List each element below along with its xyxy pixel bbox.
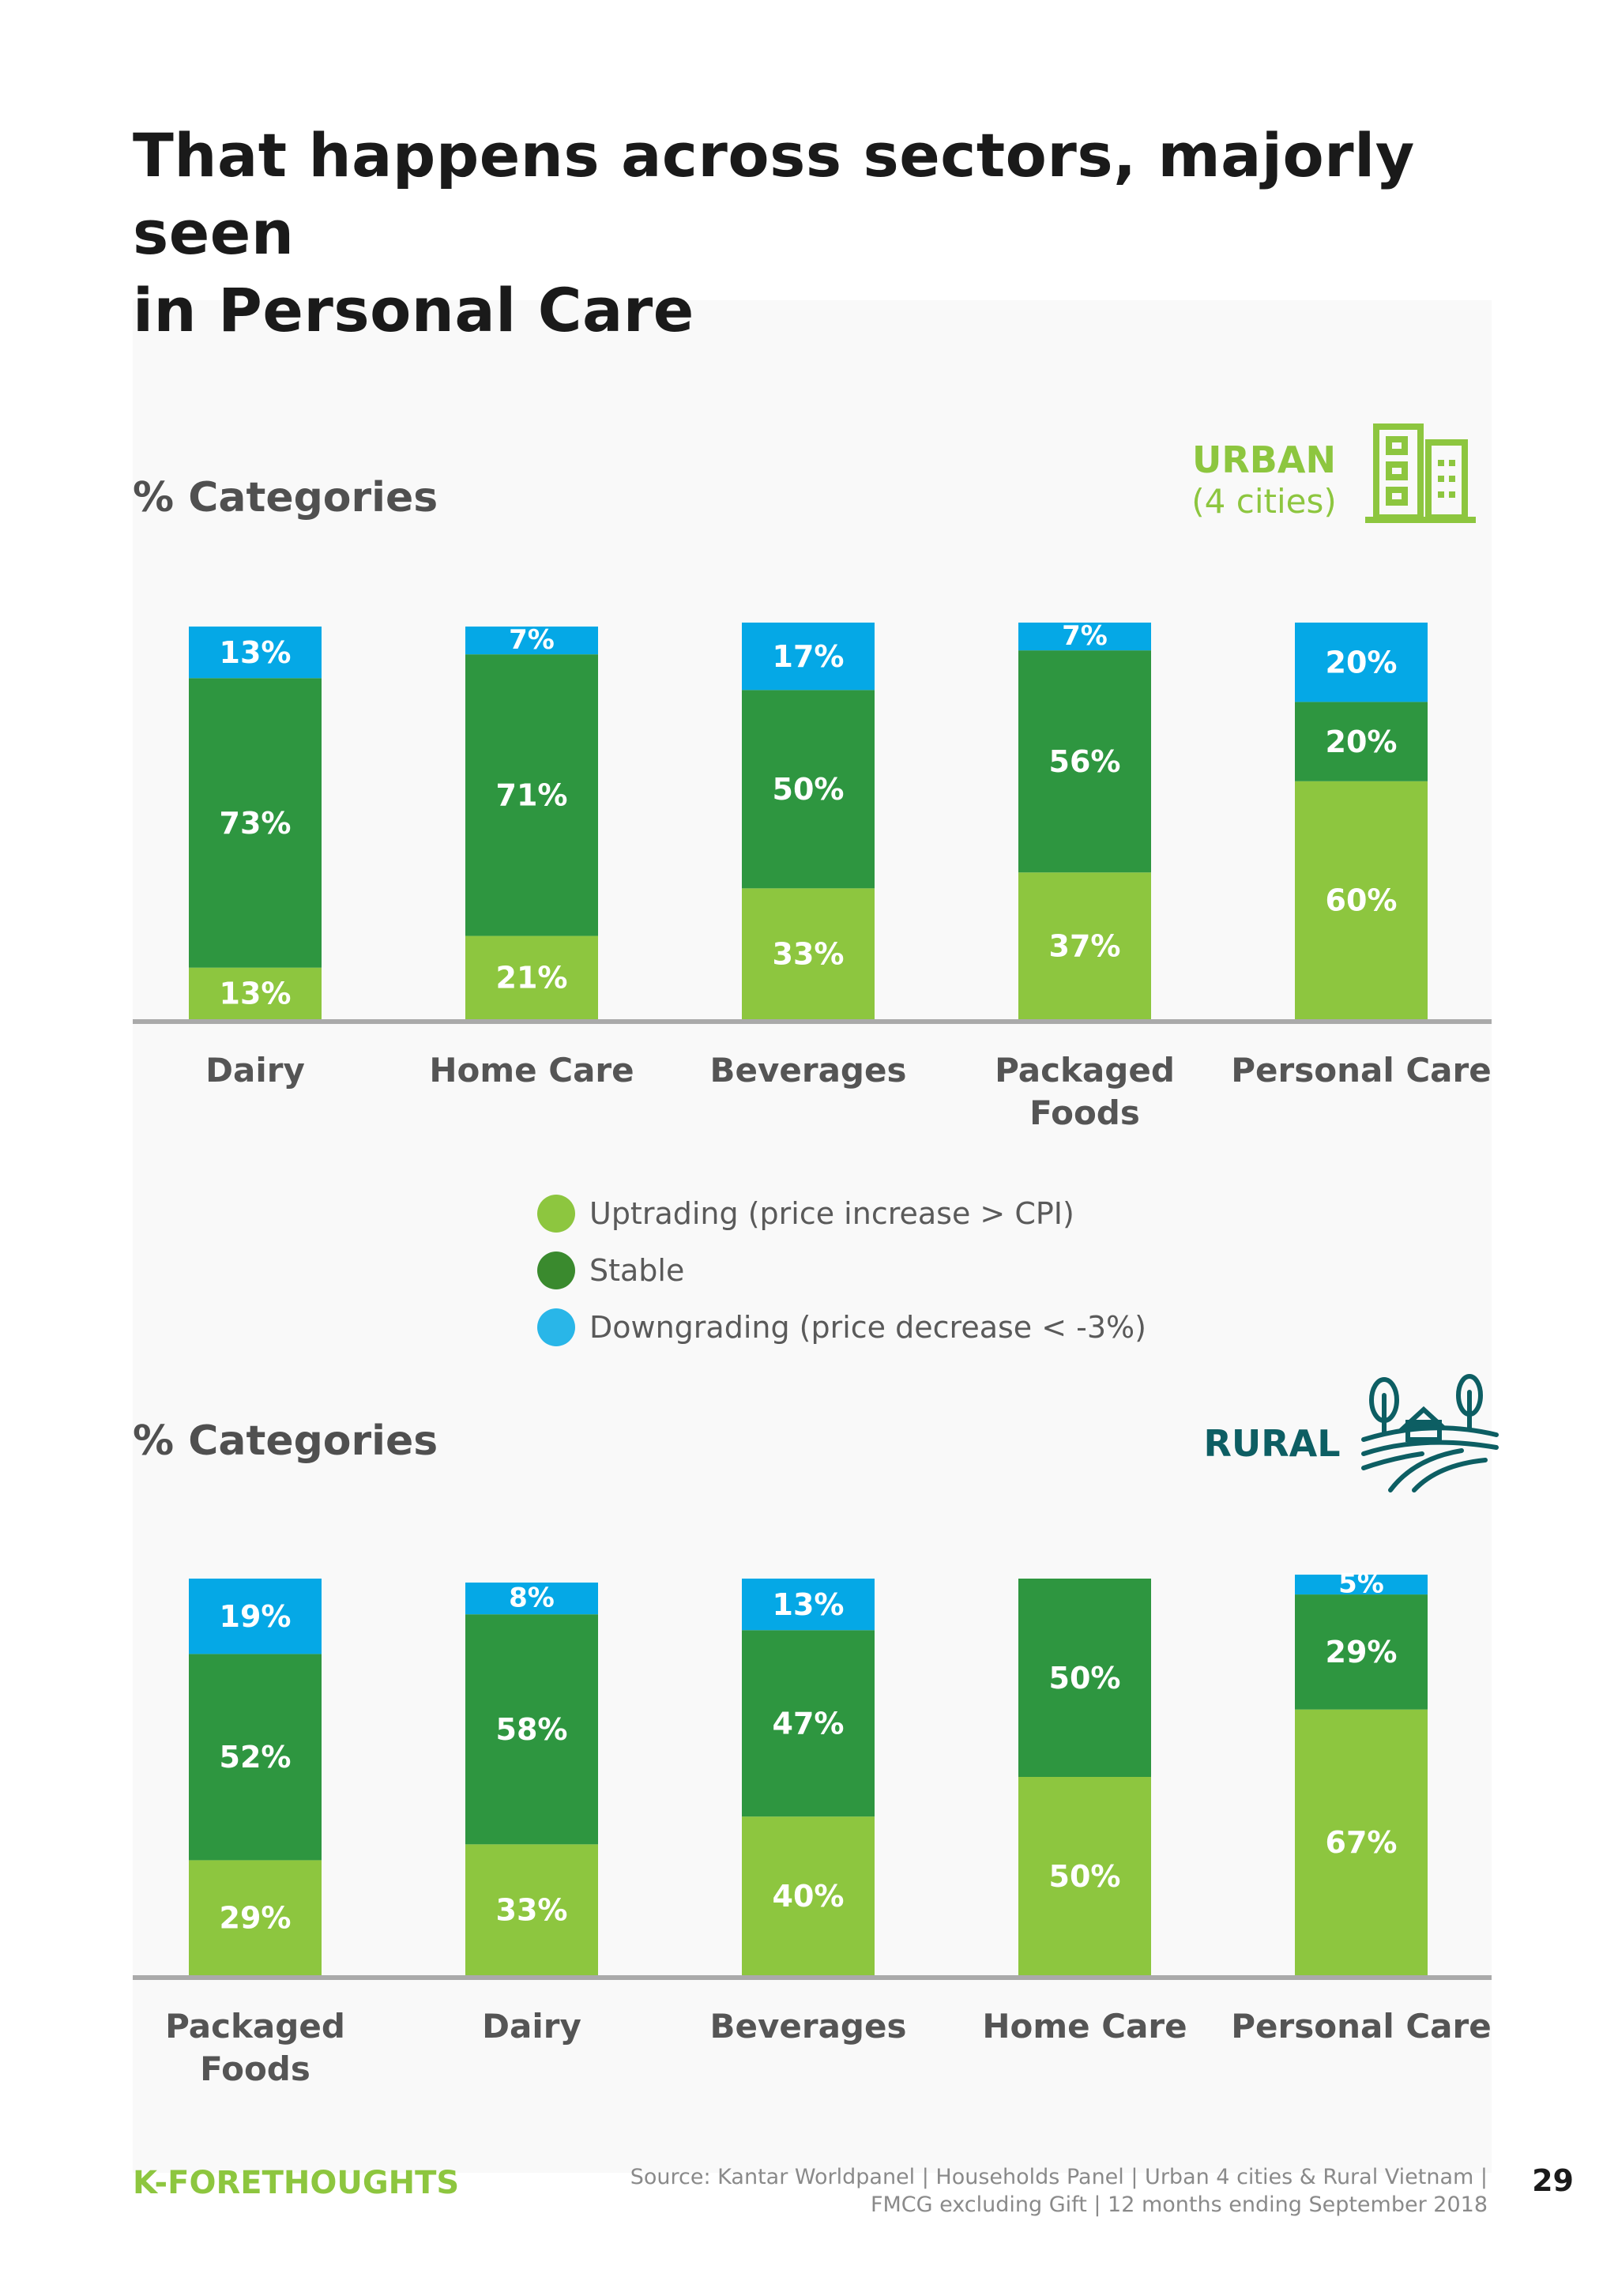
data-label-stable: 58% <box>496 1712 568 1747</box>
bar-segment-uptrading <box>742 1816 875 1975</box>
data-label-stable: 50% <box>773 772 845 807</box>
bar-segment-stable <box>189 678 322 968</box>
data-label-downgrading: 5% <box>1338 1568 1384 1600</box>
legend-swatch-downgrading <box>537 1308 575 1346</box>
farm-landscape-icon <box>1361 1374 1499 1492</box>
data-label-stable: 50% <box>1049 1661 1121 1696</box>
data-label-uptrading: 29% <box>220 1901 292 1936</box>
data-label-downgrading: 7% <box>1062 620 1108 652</box>
data-label-stable: 29% <box>1326 1635 1398 1669</box>
chart-legend: Uptrading (price increase > CPI) Stable … <box>537 1185 1146 1356</box>
legend-item-stable: Stable <box>537 1242 1146 1299</box>
source-note: Source: Kantar Worldpanel | Households P… <box>630 2165 1488 2217</box>
category-label: Personal Care <box>1231 1051 1492 1090</box>
category-label: Dairy <box>205 1051 305 1090</box>
data-label-uptrading: 50% <box>1049 1859 1121 1894</box>
bar-segment-downgrading <box>742 623 875 691</box>
legend-item-downgrading: Downgrading (price decrease < -3%) <box>537 1299 1146 1356</box>
data-label-stable: 52% <box>220 1740 292 1775</box>
category-label: Beverages <box>709 2007 907 2046</box>
urban-label: URBAN <box>1192 438 1336 481</box>
brand-logo-text: K-FORETHOUGHTS <box>133 2165 460 2201</box>
legend-label: Uptrading (price increase > CPI) <box>589 1196 1074 1231</box>
bar-segment-downgrading <box>189 627 322 679</box>
bar-segment-downgrading <box>1295 623 1428 702</box>
data-label-stable: 56% <box>1049 744 1121 779</box>
bar-segment-stable <box>1295 702 1428 781</box>
bar-segment-stable <box>1018 650 1151 873</box>
urban-stacked-bar-chart: 13% 73% 13% 21% 71% 7% 33% 50% 17% 37% 56% 7% 60% 20%… <box>133 620 1492 1024</box>
category-label: Home Care <box>982 2007 1187 2046</box>
data-label-uptrading: 67% <box>1326 1825 1398 1860</box>
bar-segment-stable <box>189 1654 322 1861</box>
bar-segment-uptrading <box>189 967 322 1019</box>
category-label: Packaged Foods <box>995 1051 1175 1132</box>
bar-segment-stable <box>742 1630 875 1817</box>
bar-segment-downgrading <box>1295 1574 1428 1595</box>
data-label-downgrading: 19% <box>220 1599 292 1634</box>
bar-segment-uptrading <box>1295 1709 1428 1975</box>
legend-label: Stable <box>589 1253 685 1288</box>
bar-segment-stable <box>742 690 875 889</box>
urban-section-title: % Categories <box>133 474 438 521</box>
data-label-uptrading: 40% <box>773 1879 845 1914</box>
data-label-downgrading: 7% <box>509 624 555 656</box>
bar-segment-uptrading <box>1018 1777 1151 1975</box>
bar-segment-downgrading <box>189 1579 322 1654</box>
rural-label: RURAL <box>1203 1422 1341 1465</box>
legend-label: Downgrading (price decrease < -3%) <box>589 1310 1146 1345</box>
bar-segment-downgrading <box>1018 623 1151 651</box>
data-label-uptrading: 33% <box>773 936 845 971</box>
bar-segment-uptrading <box>465 935 598 1019</box>
bar-segment-downgrading <box>742 1579 875 1631</box>
bar-segment-uptrading <box>465 1844 598 1975</box>
bar-segment-uptrading <box>742 888 875 1019</box>
bar-segment-uptrading <box>189 1860 322 1975</box>
category-label: Dairy <box>482 2007 581 2046</box>
rural-section-title: % Categories <box>133 1417 438 1465</box>
bar-segment-downgrading <box>465 1583 598 1615</box>
data-label-uptrading: 13% <box>220 977 292 1011</box>
bar-segment-stable <box>1018 1579 1151 1777</box>
city-buildings-icon <box>1365 423 1476 523</box>
bar-segment-uptrading <box>1295 781 1428 1019</box>
urban-sublabel: (4 cities) <box>1191 482 1337 521</box>
category-label: Personal Care <box>1231 2007 1492 2046</box>
data-label-downgrading: 13% <box>773 1587 845 1622</box>
category-label: Home Care <box>429 1051 634 1090</box>
page-title: That happens across sectors, majorly see… <box>133 120 1415 345</box>
legend-swatch-uptrading <box>537 1195 575 1233</box>
data-label-stable: 73% <box>220 806 292 841</box>
legend-item-uptrading: Uptrading (price increase > CPI) <box>537 1185 1146 1242</box>
bar-segment-uptrading <box>1018 872 1151 1019</box>
data-label-downgrading: 8% <box>509 1582 555 1613</box>
data-label-uptrading: 60% <box>1326 883 1398 918</box>
legend-swatch-stable <box>537 1252 575 1289</box>
data-label-downgrading: 13% <box>220 635 292 670</box>
data-label-stable: 47% <box>773 1707 845 1741</box>
data-label-stable: 71% <box>496 778 568 813</box>
page-number: 29 <box>1532 2163 1574 2198</box>
rural-stacked-bar-chart: 29% 52% 19% 33% 58% 8% 40% 47% 13% 50% 50% 67% 29% 5% <box>133 1568 1492 1980</box>
data-label-uptrading: 33% <box>496 1892 568 1927</box>
category-label: Packaged Foods <box>165 2007 345 2088</box>
bar-segment-downgrading <box>465 627 598 655</box>
bar-segment-stable <box>465 1614 598 1845</box>
bar-segment-stable <box>465 654 598 936</box>
data-label-downgrading: 20% <box>1326 646 1398 680</box>
data-label-uptrading: 21% <box>496 961 568 996</box>
data-label-stable: 20% <box>1326 725 1398 759</box>
bar-segment-stable <box>1295 1594 1428 1710</box>
data-label-uptrading: 37% <box>1049 928 1121 963</box>
category-label: Beverages <box>709 1051 907 1090</box>
data-label-downgrading: 17% <box>773 639 845 674</box>
